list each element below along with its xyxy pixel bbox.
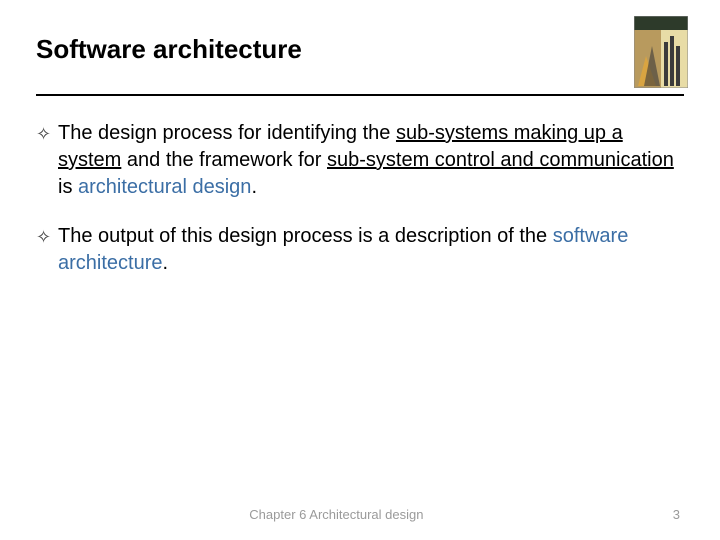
bullet-text: The design process for identifying the s… [58, 120, 684, 201]
slide-body: ✧ The design process for identifying the… [36, 96, 684, 277]
bullet-marker-icon: ✧ [36, 120, 58, 146]
page-number: 3 [673, 507, 680, 522]
slide: Software architecture ✧ The design proce… [0, 0, 720, 540]
slide-footer: Chapter 6 Architectural design 3 [0, 507, 720, 522]
slide-title: Software architecture [36, 24, 302, 65]
bullet-item: ✧ The output of this design process is a… [36, 223, 684, 277]
bullet-text: The output of this design process is a d… [58, 223, 684, 277]
bullet-item: ✧ The design process for identifying the… [36, 120, 684, 201]
slide-header: Software architecture [36, 24, 684, 96]
footer-center-text: Chapter 6 Architectural design [0, 507, 673, 522]
book-cover-icon [634, 16, 688, 88]
bullet-marker-icon: ✧ [36, 223, 58, 249]
